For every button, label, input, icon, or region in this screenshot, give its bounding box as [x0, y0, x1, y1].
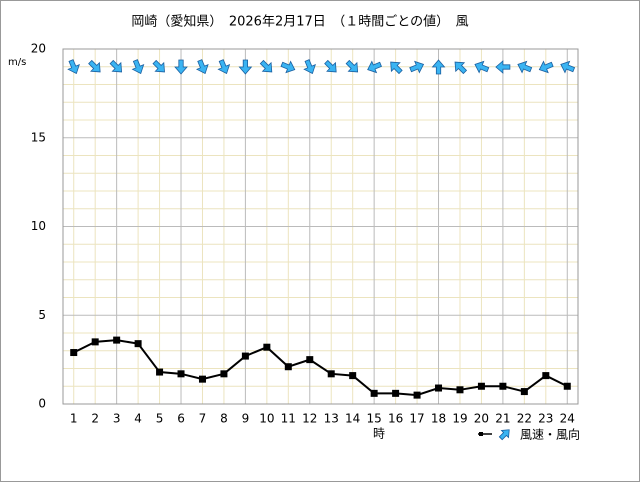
x-tick-label: 10 — [259, 412, 274, 426]
wind-arrow — [67, 59, 80, 75]
x-tick-label: 18 — [431, 412, 446, 426]
y-tick-label: 20 — [31, 42, 46, 56]
x-tick-label: 3 — [113, 412, 121, 426]
speed-marker — [156, 368, 164, 376]
speed-marker — [413, 391, 421, 399]
wind-arrow — [474, 60, 490, 74]
speed-marker — [220, 370, 228, 378]
speed-line — [73, 339, 568, 397]
wind-arrow — [409, 60, 425, 74]
speed-marker — [70, 349, 78, 357]
x-tick-label: 16 — [388, 412, 403, 426]
speed-marker — [284, 363, 292, 371]
speed-marker — [456, 386, 464, 394]
speed-marker — [563, 382, 571, 390]
x-tick-label: 6 — [177, 412, 185, 426]
wind-arrow — [517, 60, 533, 74]
legend-marker — [479, 432, 483, 436]
wind-arrow — [131, 59, 145, 75]
wind-arrow — [238, 59, 253, 75]
wind-arrow — [538, 60, 554, 74]
x-tick-label: 2 — [91, 412, 99, 426]
wind-arrow — [280, 60, 296, 74]
speed-marker — [241, 352, 249, 360]
speed-marker — [306, 356, 314, 364]
wind-arrow — [109, 59, 123, 73]
chart-title: 岡崎（愛知県） 2026年2月17日 （１時間ごとの値） 風 — [131, 14, 468, 30]
legend-label: 風速・風向 — [520, 427, 580, 442]
x-tick-label: 23 — [538, 412, 553, 426]
y-tick-label: 10 — [31, 219, 46, 233]
x-tick-label: 19 — [452, 412, 467, 426]
x-tick-label: 12 — [302, 412, 317, 426]
x-tick-label: 22 — [517, 412, 532, 426]
wind-arrow — [303, 59, 316, 75]
wind-arrow — [195, 59, 209, 75]
wind-arrow — [431, 59, 446, 75]
x-tick-label: 21 — [495, 412, 510, 426]
x-tick-label: 5 — [156, 412, 164, 426]
speed-marker — [263, 343, 271, 351]
speed-marker — [542, 372, 550, 380]
wind-arrow — [345, 59, 359, 73]
speed-marker — [91, 338, 99, 346]
grid — [63, 48, 578, 405]
legend: 風速・風向 — [478, 427, 580, 442]
x-tick-label: 20 — [474, 412, 489, 426]
legend-arrow — [498, 429, 510, 441]
wind-arrow — [495, 60, 511, 74]
wind-arrow — [152, 59, 165, 73]
x-tick-label: 17 — [409, 412, 424, 426]
speed-marker — [477, 382, 485, 390]
x-tick-label: 9 — [242, 412, 250, 426]
speed-marker — [520, 388, 528, 396]
wind-arrow — [454, 61, 468, 75]
speed-marker — [392, 389, 400, 397]
x-tick-label: 4 — [134, 412, 142, 426]
wind-arrow — [88, 59, 101, 73]
wind-arrow — [324, 59, 337, 73]
wind-arrow — [259, 59, 273, 73]
x-tick-label: 11 — [281, 412, 296, 426]
wind-arrow — [174, 59, 188, 75]
speed-marker — [177, 370, 185, 378]
y-tick-label: 0 — [38, 397, 46, 411]
x-tick-label: 8 — [220, 412, 228, 426]
speed-marker — [113, 336, 121, 344]
marks — [67, 59, 576, 399]
x-tick-label: 1 — [70, 412, 78, 426]
speed-marker — [349, 372, 357, 380]
x-tick-label: 14 — [345, 412, 360, 426]
x-axis-label: 時 — [373, 427, 385, 441]
speed-marker — [327, 370, 335, 378]
speed-marker — [499, 382, 507, 390]
y-tick-label: 15 — [31, 130, 46, 144]
plot-frame — [62, 48, 579, 405]
x-tick-label: 24 — [560, 412, 575, 426]
speed-marker — [435, 384, 443, 392]
y-tick-label: 5 — [38, 308, 46, 322]
speed-marker — [198, 375, 206, 383]
y-unit: m/s — [8, 57, 26, 68]
wind-arrow — [390, 61, 403, 75]
wind-arrow — [560, 60, 576, 74]
x-tick-label: 7 — [199, 412, 207, 426]
wind-arrow — [217, 59, 231, 75]
speed-marker — [134, 340, 142, 348]
x-tick-label: 13 — [324, 412, 339, 426]
speed-marker — [370, 389, 378, 397]
x-tick-label: 15 — [367, 412, 382, 426]
wind-arrow — [367, 60, 382, 74]
